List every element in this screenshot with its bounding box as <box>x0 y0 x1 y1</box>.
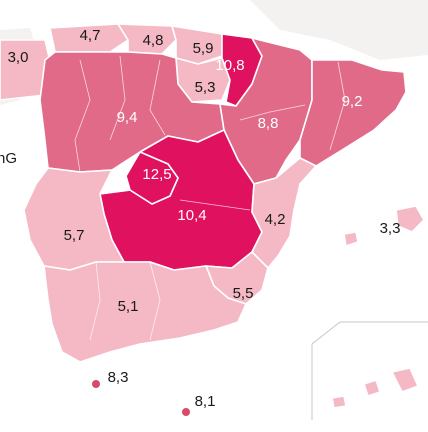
cropped-label: nG <box>0 150 17 167</box>
region-andalucia[interactable] <box>43 261 247 363</box>
label-madrid: 12,5 <box>142 166 171 183</box>
region-asturias[interactable] <box>49 23 129 53</box>
label-asturias: 4,7 <box>80 27 101 44</box>
province-lines-cat <box>329 61 346 151</box>
canarias-inset-frame <box>311 321 428 420</box>
province-lines-cyl <box>74 59 91 173</box>
label-la-rioja: 5,3 <box>195 79 216 96</box>
melilla-dot[interactable] <box>182 408 190 416</box>
label-aragon: 8,8 <box>258 115 279 132</box>
region-madrid[interactable] <box>125 151 179 205</box>
ceuta-dot[interactable] <box>92 380 100 388</box>
label-castilla-la-mancha: 10,4 <box>177 207 206 224</box>
label-pais-vasco: 5,9 <box>193 40 214 57</box>
region-baleares-ibiza[interactable] <box>343 231 359 247</box>
province-lines-cyl-2 <box>109 55 126 141</box>
region-canarias-2 <box>363 379 381 397</box>
label-andalucia: 5,1 <box>118 298 139 315</box>
label-baleares: 3,3 <box>380 220 401 237</box>
label-murcia: 5,5 <box>233 285 254 302</box>
label-melilla: 8,1 <box>195 393 216 410</box>
region-baleares-mallorca[interactable] <box>395 205 425 233</box>
region-canarias-1 <box>391 367 419 393</box>
france-edge <box>250 0 428 60</box>
region-cataluna[interactable] <box>299 59 407 167</box>
label-navarra: 10,8 <box>215 57 244 74</box>
province-lines-cyl-3 <box>149 59 166 136</box>
label-galicia: 3,0 <box>8 49 29 66</box>
province-lines-clm <box>179 199 251 211</box>
label-ceuta: 8,3 <box>108 369 129 386</box>
label-cataluna: 9,2 <box>342 93 363 110</box>
province-lines-aragon <box>239 104 306 121</box>
region-canarias-3 <box>331 395 347 409</box>
label-cantabria: 4,8 <box>143 32 164 49</box>
province-lines-and <box>89 261 101 341</box>
region-valencia[interactable] <box>251 157 317 269</box>
label-valencia: 4,2 <box>265 211 286 228</box>
label-castilla-leon: 9,4 <box>117 109 138 126</box>
province-lines-and-2 <box>149 261 161 341</box>
label-extremadura: 5,7 <box>64 227 85 244</box>
